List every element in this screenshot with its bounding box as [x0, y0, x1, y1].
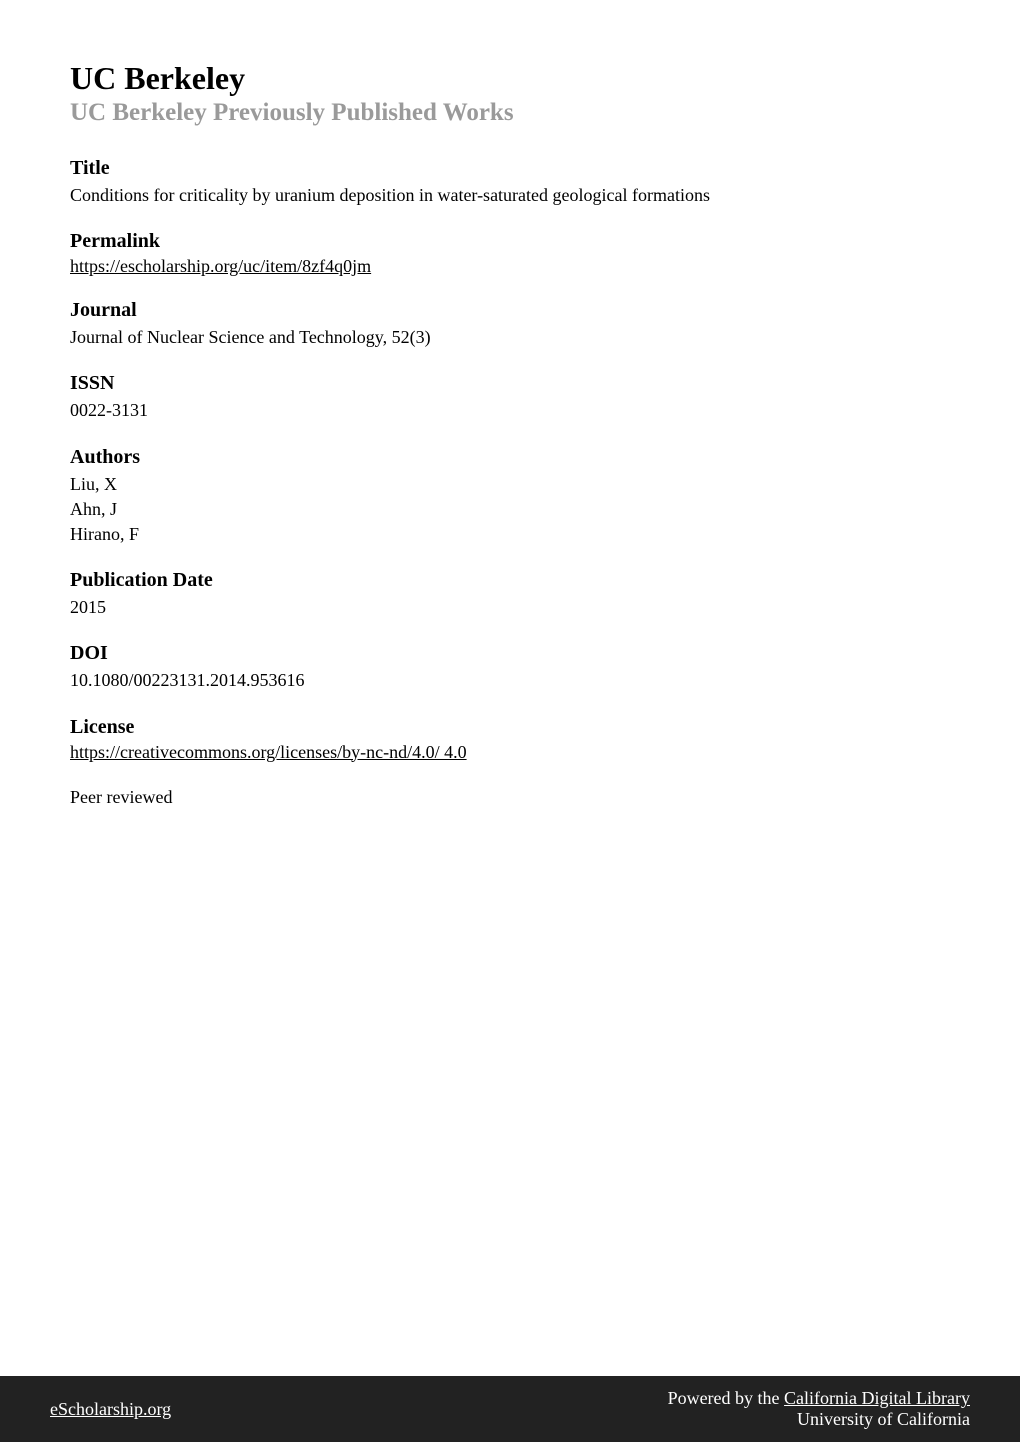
doi-section: DOI 10.1080/00223131.2014.953616 [70, 642, 950, 693]
peer-reviewed-section: Peer reviewed [70, 785, 950, 810]
title-section: Title Conditions for criticality by uran… [70, 157, 950, 208]
footer: eScholarship.org Powered by the Californ… [0, 1376, 1020, 1442]
series-title: UC Berkeley Previously Published Works [70, 99, 950, 127]
license-section: License https://creativecommons.org/lice… [70, 716, 950, 763]
author-item: Liu, X [70, 472, 950, 497]
authors-section: Authors Liu, X Ahn, J Hirano, F [70, 446, 950, 548]
footer-powered-by: Powered by the California Digital Librar… [668, 1388, 970, 1409]
author-item: Ahn, J [70, 497, 950, 522]
license-link[interactable]: https://creativecommons.org/licenses/by-… [70, 742, 467, 762]
doi-label: DOI [70, 642, 950, 665]
page-content: UC Berkeley UC Berkeley Previously Publi… [0, 0, 1020, 810]
authors-list: Liu, X Ahn, J Hirano, F [70, 472, 950, 548]
permalink-section: Permalink https://escholarship.org/uc/it… [70, 230, 950, 277]
powered-by-text: Powered by the [668, 1388, 784, 1408]
university-text: University of California [668, 1409, 970, 1430]
peer-reviewed-text: Peer reviewed [70, 785, 950, 810]
permalink-link[interactable]: https://escholarship.org/uc/item/8zf4q0j… [70, 256, 371, 276]
footer-right: Powered by the California Digital Librar… [668, 1388, 970, 1430]
escholarship-link[interactable]: eScholarship.org [50, 1399, 171, 1420]
institution-title: UC Berkeley [70, 60, 950, 97]
journal-value: Journal of Nuclear Science and Technolog… [70, 325, 950, 350]
library-link[interactable]: California Digital Library [784, 1388, 970, 1408]
publication-date-value: 2015 [70, 595, 950, 620]
issn-section: ISSN 0022-3131 [70, 372, 950, 423]
title-value: Conditions for criticality by uranium de… [70, 183, 950, 208]
author-item: Hirano, F [70, 522, 950, 547]
publication-date-label: Publication Date [70, 569, 950, 592]
license-label: License [70, 716, 950, 739]
publication-date-section: Publication Date 2015 [70, 569, 950, 620]
issn-label: ISSN [70, 372, 950, 395]
journal-section: Journal Journal of Nuclear Science and T… [70, 299, 950, 350]
doi-value: 10.1080/00223131.2014.953616 [70, 668, 950, 693]
issn-value: 0022-3131 [70, 398, 950, 423]
permalink-label: Permalink [70, 230, 950, 253]
journal-label: Journal [70, 299, 950, 322]
title-label: Title [70, 157, 950, 180]
authors-label: Authors [70, 446, 950, 469]
